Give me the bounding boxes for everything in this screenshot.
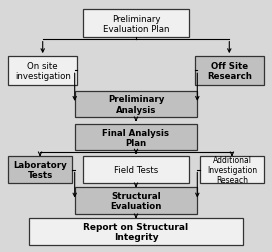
Text: Field Tests: Field Tests [114,165,158,174]
Text: On site
investigation: On site investigation [15,61,71,81]
Text: Laboratory
Tests: Laboratory Tests [13,160,67,179]
FancyBboxPatch shape [83,157,189,183]
FancyBboxPatch shape [195,57,264,85]
FancyBboxPatch shape [75,91,197,117]
Text: Off Site
Research: Off Site Research [207,61,252,81]
FancyBboxPatch shape [83,10,189,38]
FancyBboxPatch shape [8,157,72,183]
Text: Structural
Evaluation: Structural Evaluation [110,191,162,210]
Text: Final Analysis
Plan: Final Analysis Plan [103,128,169,147]
Text: Preliminary
Evaluation Plan: Preliminary Evaluation Plan [103,14,169,34]
Text: Report on Structural
Integrity: Report on Structural Integrity [84,222,188,241]
FancyBboxPatch shape [75,188,197,214]
FancyBboxPatch shape [29,218,243,244]
FancyBboxPatch shape [200,157,264,183]
Text: Preliminary
Analysis: Preliminary Analysis [108,95,164,114]
Text: Additional
Investigation
Reseach: Additional Investigation Reseach [207,155,257,185]
FancyBboxPatch shape [8,57,77,85]
FancyBboxPatch shape [75,125,197,151]
